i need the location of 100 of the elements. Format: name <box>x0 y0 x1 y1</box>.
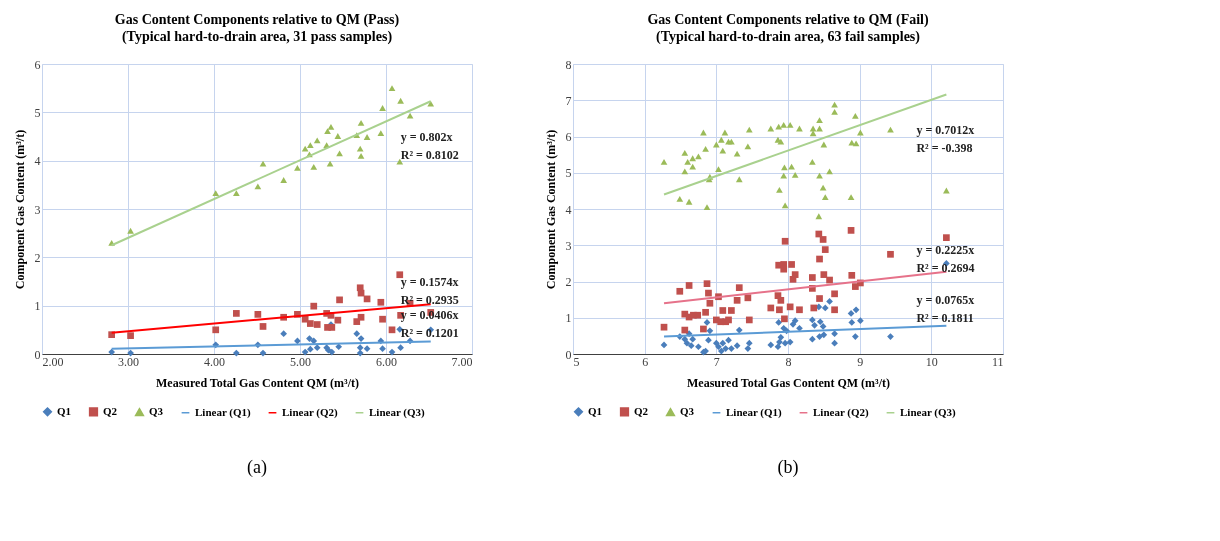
y-tick-label: 4 <box>34 154 41 169</box>
x-tick-label: 5.00 <box>290 354 311 369</box>
point <box>852 306 860 314</box>
point <box>700 325 707 333</box>
point <box>831 101 838 108</box>
point <box>831 339 838 347</box>
point <box>719 147 727 154</box>
point <box>826 298 833 305</box>
point <box>809 335 816 343</box>
point <box>702 145 709 152</box>
point <box>847 194 855 200</box>
legend-label: Q2 <box>634 404 649 417</box>
annotation: R² = 0.1811 <box>916 310 974 325</box>
point <box>774 343 782 351</box>
x-tick-label: 9 <box>857 354 864 369</box>
point <box>733 297 741 304</box>
point <box>745 339 753 347</box>
y-tick-label: 7 <box>565 93 572 108</box>
point <box>660 323 668 331</box>
chart-subtitle: (Typical hard-to-drain area, 31 pass samples) <box>121 29 393 45</box>
legend-label: Linear (Q2) <box>813 405 870 419</box>
point <box>767 341 775 349</box>
point <box>745 126 753 133</box>
point <box>695 343 702 351</box>
point <box>789 320 797 328</box>
point <box>718 136 725 143</box>
point <box>786 122 794 128</box>
chart-subtitle: (Typical hard-to-drain area, 63 fail samples) <box>656 29 921 45</box>
point <box>816 333 823 340</box>
point <box>786 303 794 311</box>
annotation: y = 0.802x <box>400 130 453 145</box>
point <box>683 339 691 347</box>
y-tick-label: 1 <box>565 311 572 326</box>
point <box>887 250 894 258</box>
point <box>848 319 856 326</box>
annotation: y = 0.0406x <box>400 308 459 323</box>
point <box>777 297 785 304</box>
point <box>660 158 668 165</box>
point <box>791 172 799 178</box>
y-tick-label: 6 <box>565 130 572 144</box>
point <box>694 311 702 319</box>
annotation: R² = 0.1201 <box>400 326 459 341</box>
point <box>852 333 859 340</box>
point <box>831 306 838 314</box>
point <box>735 176 743 183</box>
x-tick-label: 4.00 <box>204 354 225 369</box>
point <box>820 331 828 339</box>
point <box>681 168 689 175</box>
x-tick-label: 7 <box>713 354 720 369</box>
point <box>781 315 788 323</box>
point <box>796 306 803 314</box>
point <box>811 322 818 329</box>
x-tick-label: 7.00 <box>451 354 473 369</box>
annotation: y = 0.2225x <box>916 242 975 257</box>
point <box>706 327 714 335</box>
point <box>788 261 795 268</box>
point <box>831 290 838 298</box>
annotation: y = 0.0765x <box>916 292 975 307</box>
x-tick-label: 6 <box>642 354 649 369</box>
point <box>687 342 695 350</box>
point <box>887 333 894 340</box>
point <box>819 184 827 191</box>
point <box>819 236 827 243</box>
y-tick-label: 2 <box>34 250 41 265</box>
y-tick-label: 2 <box>565 275 572 289</box>
point <box>676 287 684 295</box>
point <box>852 140 860 147</box>
annotation: R² = 0.8102 <box>400 148 459 163</box>
y-tick-label: 4 <box>565 202 572 217</box>
point <box>816 172 823 179</box>
annotation: y = 0.1574x <box>400 275 459 290</box>
point <box>821 246 829 253</box>
annotation: R² = 0.2935 <box>400 293 459 308</box>
legend-label: Linear (Q3) <box>369 405 426 419</box>
point <box>780 265 788 273</box>
point <box>718 347 725 355</box>
y-tick-label: 5 <box>565 166 572 181</box>
point <box>780 122 788 128</box>
point <box>809 158 816 165</box>
point <box>847 310 855 317</box>
point <box>821 194 829 200</box>
x-axis-title: Measured Total Gas Content QM (m³/t) <box>155 375 360 390</box>
x-tick-label: 2.00 <box>42 354 64 369</box>
text: (a) <box>247 457 267 478</box>
legend-label: Q1 <box>57 404 72 417</box>
y-tick-label: 3 <box>565 238 572 253</box>
point <box>719 339 727 347</box>
point <box>685 282 693 289</box>
y-tick-label: 6 <box>34 57 41 72</box>
point <box>681 149 689 156</box>
point <box>887 126 894 133</box>
point <box>781 164 788 171</box>
y-tick-label: 0 <box>34 347 41 362</box>
point <box>852 112 859 119</box>
point <box>848 271 856 279</box>
point <box>728 345 735 352</box>
y-tick-label: 3 <box>34 202 41 217</box>
annotation: y = 0.7012x <box>916 123 975 138</box>
point <box>705 336 712 344</box>
legend-label: Q3 <box>680 405 695 418</box>
